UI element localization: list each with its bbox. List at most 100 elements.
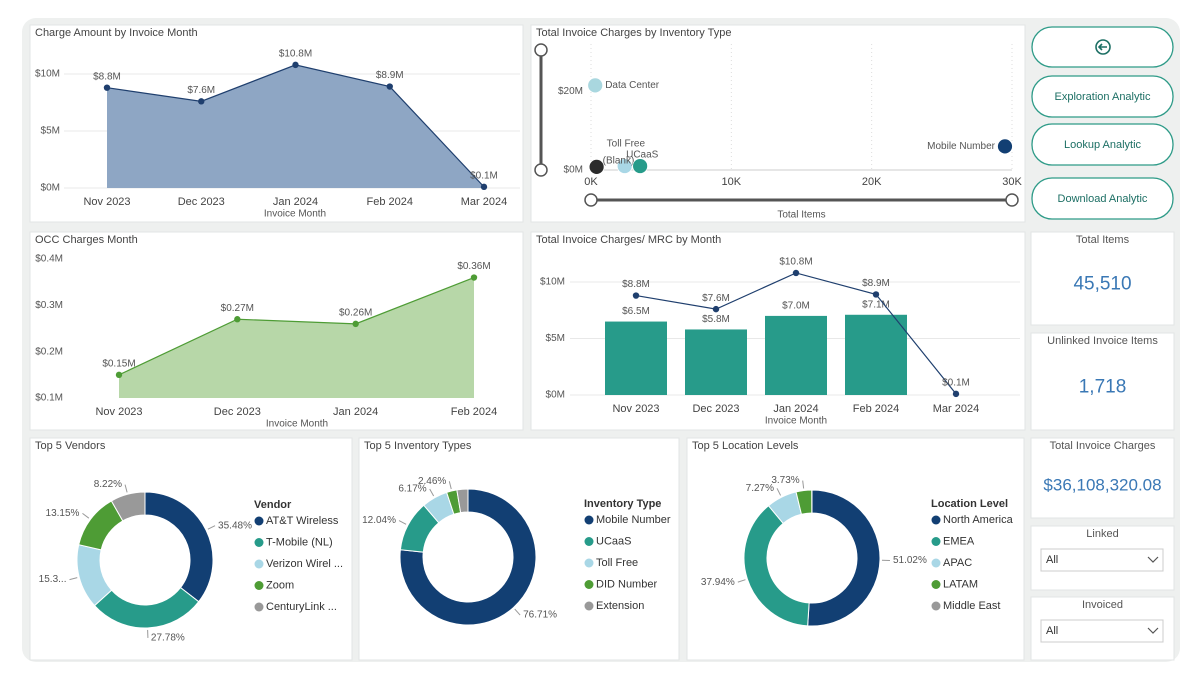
legend-swatch — [931, 537, 941, 546]
chart-title: Top 5 Inventory Types — [364, 440, 472, 452]
slider-handle[interactable] — [1005, 193, 1019, 207]
point — [352, 320, 359, 328]
panel — [1030, 437, 1175, 519]
chart-title: Top 5 Location Levels — [692, 440, 799, 452]
slicer-dropdown[interactable] — [1040, 548, 1164, 572]
slider-handle[interactable] — [584, 193, 598, 207]
legend-label: Mobile Number — [596, 514, 671, 526]
leader-line — [207, 525, 216, 530]
slicer-value[interactable]: All — [1046, 625, 1058, 637]
bar — [605, 321, 667, 395]
x-tick-label: 20K — [862, 176, 882, 188]
x-tick-label: Feb 2024 — [367, 196, 413, 208]
kpi-label: Total Items — [1076, 234, 1130, 246]
y-tick-label: $20M — [558, 86, 583, 97]
line — [118, 276, 475, 376]
slicer-value[interactable]: All — [1046, 554, 1058, 566]
bar — [765, 315, 827, 395]
slicer-label: Linked — [1086, 528, 1118, 540]
legend-swatch — [931, 601, 941, 611]
y-tick-label: $0M — [546, 390, 565, 401]
y-tick-label: $0M — [41, 183, 60, 194]
data-label: $10.8M — [779, 257, 812, 268]
legend-title: Vendor — [254, 499, 292, 511]
leader-line — [69, 577, 78, 581]
back-icon[interactable] — [1097, 43, 1107, 51]
leader-line — [448, 481, 452, 490]
y-tick-label: $10M — [35, 69, 60, 80]
back-icon[interactable] — [1095, 39, 1111, 55]
legend-swatch — [254, 602, 264, 612]
point — [470, 274, 478, 281]
x-tick-label: Jan 2024 — [773, 403, 818, 415]
nav-button-label[interactable]: Download Analytic — [1058, 193, 1148, 205]
point-label: Mobile Number — [927, 141, 995, 152]
point — [712, 305, 720, 313]
panel — [1030, 332, 1175, 431]
x-axis-label: Invoice Month — [765, 416, 827, 427]
data-label: $0.26M — [339, 308, 372, 319]
dropdown-chevron[interactable] — [1147, 627, 1159, 634]
donut-slice — [399, 488, 537, 626]
kpi-value: 1,718 — [1079, 377, 1127, 398]
slider-handle[interactable] — [534, 163, 548, 177]
point — [103, 84, 111, 91]
x-tick-label: 0K — [584, 176, 598, 188]
x-tick-label: 30K — [1002, 176, 1022, 188]
y-tick-label: $0.4M — [35, 254, 63, 265]
y-tick-label: $0M — [564, 165, 583, 176]
legend-swatch — [584, 537, 594, 546]
point — [115, 371, 123, 379]
point-label: Toll Free — [607, 139, 646, 150]
point — [792, 269, 800, 277]
legend-swatch — [584, 515, 594, 525]
legend-swatch — [254, 581, 264, 590]
data-label: 13.15% — [46, 508, 80, 519]
nav-button[interactable] — [1031, 75, 1174, 118]
dropdown-chevron[interactable] — [1147, 556, 1159, 563]
area — [119, 277, 474, 398]
slicer-dropdown[interactable] — [1040, 619, 1164, 643]
legend-label: Extension — [596, 600, 644, 612]
slider-handle[interactable] — [534, 43, 548, 57]
data-label: 3.73% — [771, 475, 799, 486]
point — [292, 61, 299, 69]
chart-title: Total Invoice Charges by Inventory Type — [536, 27, 731, 39]
y-tick-label: $5M — [546, 333, 565, 344]
leader-line — [514, 608, 521, 616]
x-tick-label: Jan 2024 — [333, 406, 378, 418]
data-label: $0.27M — [221, 303, 254, 314]
x-axis-label: Invoice Month — [264, 209, 326, 220]
x-tick-label: Feb 2024 — [451, 406, 497, 418]
legend-label: Zoom — [266, 579, 294, 591]
legend-label: CenturyLink ... — [266, 601, 337, 613]
data-label: $7.6M — [702, 293, 730, 304]
back-button[interactable] — [1031, 26, 1174, 68]
data-label: 51.02% — [893, 555, 927, 566]
point — [616, 158, 633, 174]
data-label: $8.8M — [93, 71, 121, 82]
leader-line — [398, 520, 407, 525]
nav-button-label[interactable]: Lookup Analytic — [1064, 139, 1142, 151]
legend-label: Verizon Wirel ... — [266, 558, 343, 570]
point — [872, 291, 880, 298]
data-label: 2.46% — [418, 476, 446, 487]
nav-button-label[interactable]: Exploration Analytic — [1055, 91, 1151, 103]
y-tick-label: $10M — [540, 277, 565, 288]
data-label: $10.8M — [279, 49, 312, 60]
x-tick-label: Dec 2023 — [692, 403, 739, 415]
nav-button[interactable] — [1031, 123, 1174, 166]
leader-line — [737, 579, 746, 583]
point — [997, 138, 1013, 155]
legend-label: DID Number — [596, 578, 657, 590]
data-label: $0.15M — [102, 358, 135, 369]
data-label: 37.94% — [701, 577, 735, 588]
y-tick-label: $0.3M — [35, 300, 63, 311]
bar — [685, 329, 747, 395]
legend-swatch — [254, 559, 264, 569]
legend-swatch — [254, 538, 264, 547]
kpi-value: 45,510 — [1073, 274, 1131, 295]
nav-button[interactable] — [1031, 177, 1174, 220]
point — [588, 158, 605, 175]
